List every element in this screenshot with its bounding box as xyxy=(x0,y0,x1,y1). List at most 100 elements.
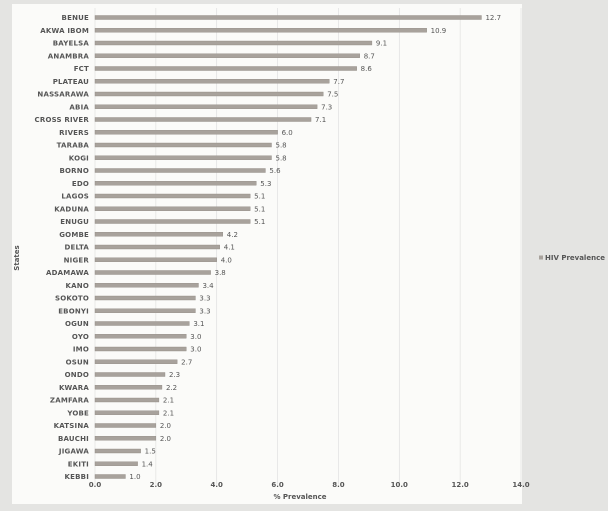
bar xyxy=(94,104,318,109)
legend-label: HIV Prevalence xyxy=(545,254,605,262)
bar xyxy=(94,385,163,390)
bar xyxy=(94,130,278,135)
bar xyxy=(94,219,251,224)
x-tick-label: 0.0 xyxy=(89,481,102,489)
data-label: 2.0 xyxy=(160,435,171,443)
bar xyxy=(94,295,196,301)
data-label: 3.3 xyxy=(199,307,210,315)
category-label: TARABA xyxy=(57,142,90,150)
x-tick-labels: 0.0 2.0 4.0 6.0 8.0 10.0 12.0 14.0 xyxy=(89,481,530,489)
category-label: RIVERS xyxy=(59,129,89,137)
bar xyxy=(94,461,138,466)
data-label: 2.2 xyxy=(166,384,177,392)
data-label: 4.1 xyxy=(224,244,235,252)
category-label: NIGER xyxy=(64,256,90,264)
bar xyxy=(94,257,217,262)
value-labels: 12.7 10.9 9.18.7 8.6 7.7 7.5 7.3 7.1 6.0 5.8 5.8 5.… xyxy=(129,14,501,481)
bar xyxy=(94,53,360,58)
category-label: KANO xyxy=(66,282,89,290)
category-label: OSUN xyxy=(66,358,89,366)
bar xyxy=(94,448,141,454)
bar xyxy=(94,40,373,46)
bar xyxy=(94,308,196,313)
data-label: 2.1 xyxy=(163,397,174,405)
category-label: NASSARAWA xyxy=(37,91,89,99)
category-label: KWARA xyxy=(59,384,89,392)
bar xyxy=(94,244,220,250)
bar xyxy=(94,436,157,441)
bar xyxy=(94,168,266,173)
data-label: 3.3 xyxy=(199,295,210,303)
bar xyxy=(94,79,330,84)
data-label: 10.9 xyxy=(431,27,447,35)
category-label: DELTA xyxy=(64,244,89,252)
x-tick-label: 4.0 xyxy=(211,481,224,489)
data-label: 2.3 xyxy=(169,371,180,379)
category-label: ONDO xyxy=(65,371,89,379)
category-label: YOBE xyxy=(66,409,89,417)
data-label: 5.1 xyxy=(254,193,265,201)
data-label: 3.0 xyxy=(190,333,201,341)
data-label: 3.8 xyxy=(215,269,226,277)
data-label: 5.8 xyxy=(275,142,286,150)
category-label: SOKOTO xyxy=(55,295,89,303)
data-label: 7.1 xyxy=(315,116,326,124)
category-label: BAUCHI xyxy=(58,435,89,443)
x-tick-label: 12.0 xyxy=(452,481,469,489)
data-label: 5.3 xyxy=(260,180,271,188)
data-label: 2.7 xyxy=(181,358,192,366)
x-axis-title: % Prevalence xyxy=(273,493,326,501)
category-label: JIGAWA xyxy=(58,448,89,456)
category-label: ADAMAWA xyxy=(46,269,89,277)
y-axis-title: States xyxy=(13,245,21,270)
category-label: ABIA xyxy=(69,103,89,111)
x-tick-label: 8.0 xyxy=(332,481,345,489)
data-label: 7.3 xyxy=(321,103,332,111)
category-label: IMO xyxy=(73,346,89,354)
bar xyxy=(94,359,178,364)
x-tick-label: 2.0 xyxy=(150,481,163,489)
data-label: 12.7 xyxy=(485,14,501,22)
category-label: EDO xyxy=(72,180,89,188)
bars xyxy=(94,15,482,479)
data-label: 5.8 xyxy=(275,154,286,162)
bar xyxy=(94,15,482,20)
bar xyxy=(94,181,257,186)
data-label: 4.2 xyxy=(227,231,238,239)
data-label: 4.0 xyxy=(221,256,232,264)
category-label: CROSS RIVER xyxy=(35,116,90,124)
bar xyxy=(94,142,272,148)
bar xyxy=(94,232,224,237)
bar xyxy=(94,397,160,403)
category-label: EBONYI xyxy=(58,307,89,315)
data-label: 7.5 xyxy=(327,91,338,99)
data-label: 7.7 xyxy=(333,78,344,86)
category-labels: BENUE AKWA IBOM BAYELSA ANAMBRA FCT PLATEAU NA… xyxy=(35,14,90,481)
bar xyxy=(94,155,272,160)
bar xyxy=(94,206,251,211)
data-label: 2.1 xyxy=(163,409,174,417)
bar xyxy=(94,474,126,479)
data-label: 3.0 xyxy=(190,346,201,354)
bar xyxy=(94,321,190,326)
bar xyxy=(94,66,357,71)
category-label: ENUGU xyxy=(60,218,89,226)
data-label: 5.1 xyxy=(254,218,265,226)
x-tick-label: 6.0 xyxy=(271,481,284,489)
data-label: 1.5 xyxy=(145,448,156,456)
bar xyxy=(94,117,312,122)
data-label: 8.7 xyxy=(364,52,375,60)
data-label: 5.1 xyxy=(254,205,265,213)
bar xyxy=(94,193,251,199)
data-label: 5.6 xyxy=(269,167,281,175)
category-label: ZAMFARA xyxy=(50,397,89,405)
category-label: LAGOS xyxy=(61,193,89,201)
category-label: BORNO xyxy=(60,167,90,175)
bar xyxy=(94,334,187,339)
data-label: 3.1 xyxy=(193,320,204,328)
bar xyxy=(94,410,160,415)
bar xyxy=(94,372,166,377)
category-label: FCT xyxy=(74,65,89,73)
x-tick-label: 10.0 xyxy=(391,481,408,489)
